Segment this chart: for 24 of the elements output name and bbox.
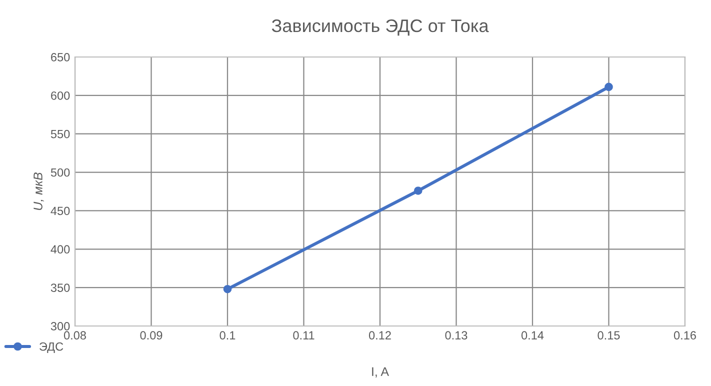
x-tick-label: 0.09 bbox=[140, 331, 162, 340]
x-tick-label: 0.08 bbox=[64, 331, 86, 340]
point bbox=[414, 186, 422, 195]
y-tick-label: 450 bbox=[50, 206, 70, 216]
x-axis-title: I, A bbox=[372, 367, 390, 378]
point bbox=[223, 284, 232, 294]
y-tick-label: 650 bbox=[51, 53, 70, 62]
y-tick-label: 400 bbox=[50, 245, 70, 254]
y-tick-label: 550 bbox=[50, 130, 70, 138]
y-axis-title: U, мкВ bbox=[34, 172, 44, 210]
legend-label: ЭДС bbox=[40, 342, 64, 353]
y-tick-label: 600 bbox=[51, 91, 70, 100]
y-tick-label: 500 bbox=[50, 168, 70, 177]
x-tick-label: 0.14 bbox=[521, 331, 544, 340]
x-tick-label: 0.15 bbox=[598, 331, 620, 340]
y-tick-label: 350 bbox=[50, 284, 70, 292]
x-tick-label: 0.11 bbox=[293, 331, 314, 340]
x-tick-label: 0.13 bbox=[445, 331, 468, 340]
point bbox=[604, 82, 613, 92]
x-tick-label: 0.16 bbox=[674, 331, 696, 340]
chart-title: Зависимость ЭДС от Тока bbox=[272, 19, 489, 36]
y-tick-label: 300 bbox=[50, 322, 70, 330]
x-tick-label: 0.12 bbox=[368, 331, 391, 340]
x-tick-label: 0.1 bbox=[220, 331, 236, 340]
